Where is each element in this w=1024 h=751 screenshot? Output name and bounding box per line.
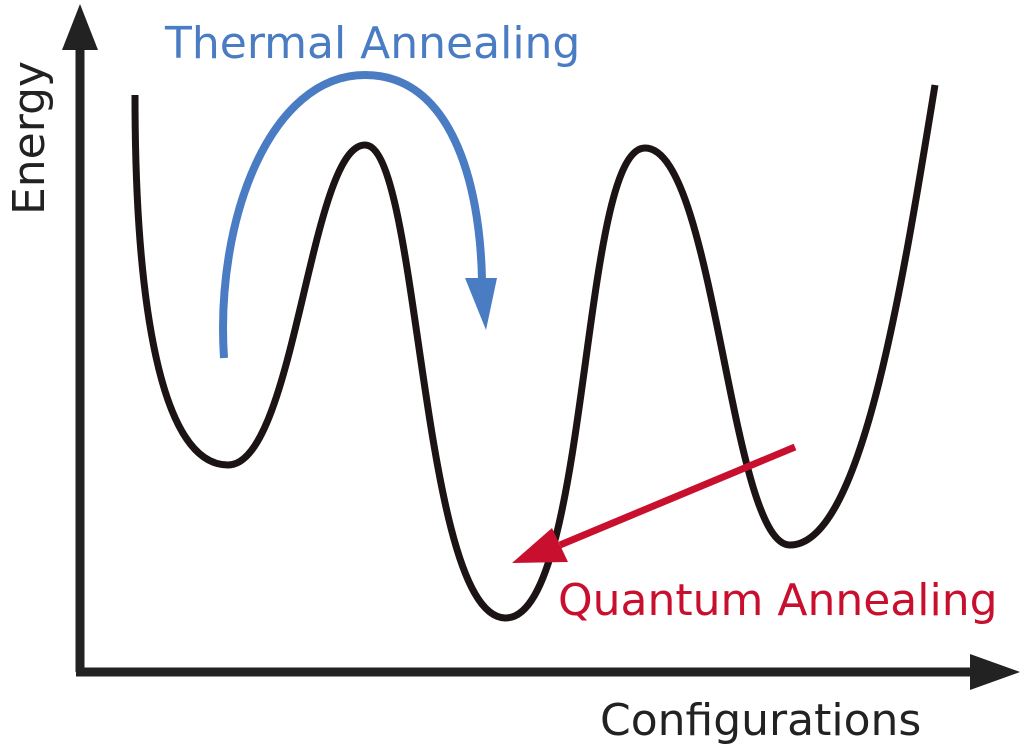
energy-curve [131,84,939,622]
x-axis-arrow [970,654,1020,690]
x-axis-label: Configurations [600,695,921,746]
thermal-label: Thermal Annealing [164,18,580,69]
y-axis-arrow [62,4,98,50]
thermal-arrow [219,70,486,359]
y-axis-label: Energy [4,61,55,215]
quantum-arrow [558,443,797,549]
quantum-label: Quantum Annealing [558,575,998,626]
quantum-arrowhead [512,528,568,563]
thermal-arrowhead [465,278,497,330]
